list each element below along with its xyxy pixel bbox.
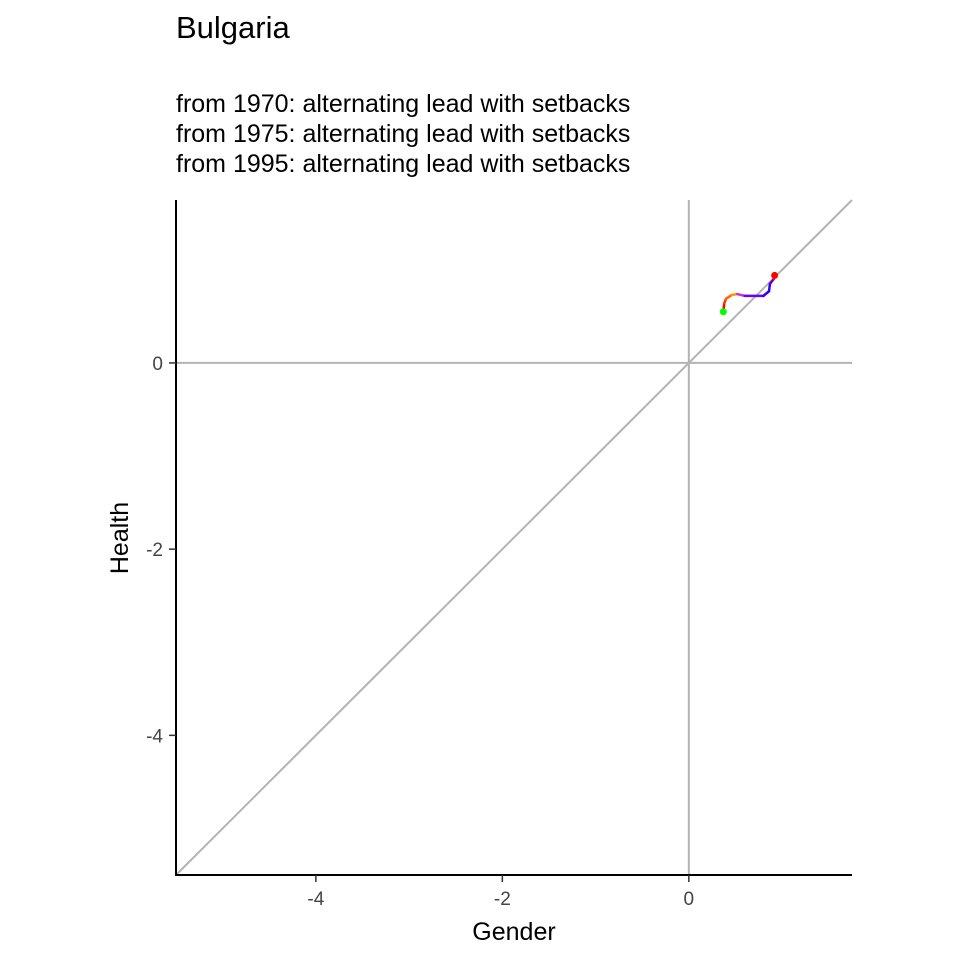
chart-subtitle-line-1995: from 1995: alternating lead with setback… [176,150,631,178]
chart-subtitle-line-1970: from 1970: alternating lead with setback… [176,90,631,118]
trajectory-end-point [771,271,779,279]
x-tick-label: 0 [684,889,695,910]
trajectory-segment [736,292,747,298]
y-tick-label: -4 [146,726,163,747]
x-axis-title: Gender [472,918,555,946]
chart-subtitle-line-1975: from 1975: alternating lead with setback… [176,120,631,148]
plot-area: -4 -2 0 -4 -2 0 [146,199,853,910]
y-tick-label: -2 [146,540,163,561]
trajectory-segment [767,282,772,293]
x-tick-label: -2 [494,889,511,910]
x-tick-label: -4 [307,889,324,910]
y-axis-title: Health [106,502,134,574]
chart-title: Bulgaria [176,10,290,45]
diagonal-reference-line [175,199,853,876]
trajectory-start-point [719,308,727,316]
y-tick-label: 0 [152,354,163,375]
